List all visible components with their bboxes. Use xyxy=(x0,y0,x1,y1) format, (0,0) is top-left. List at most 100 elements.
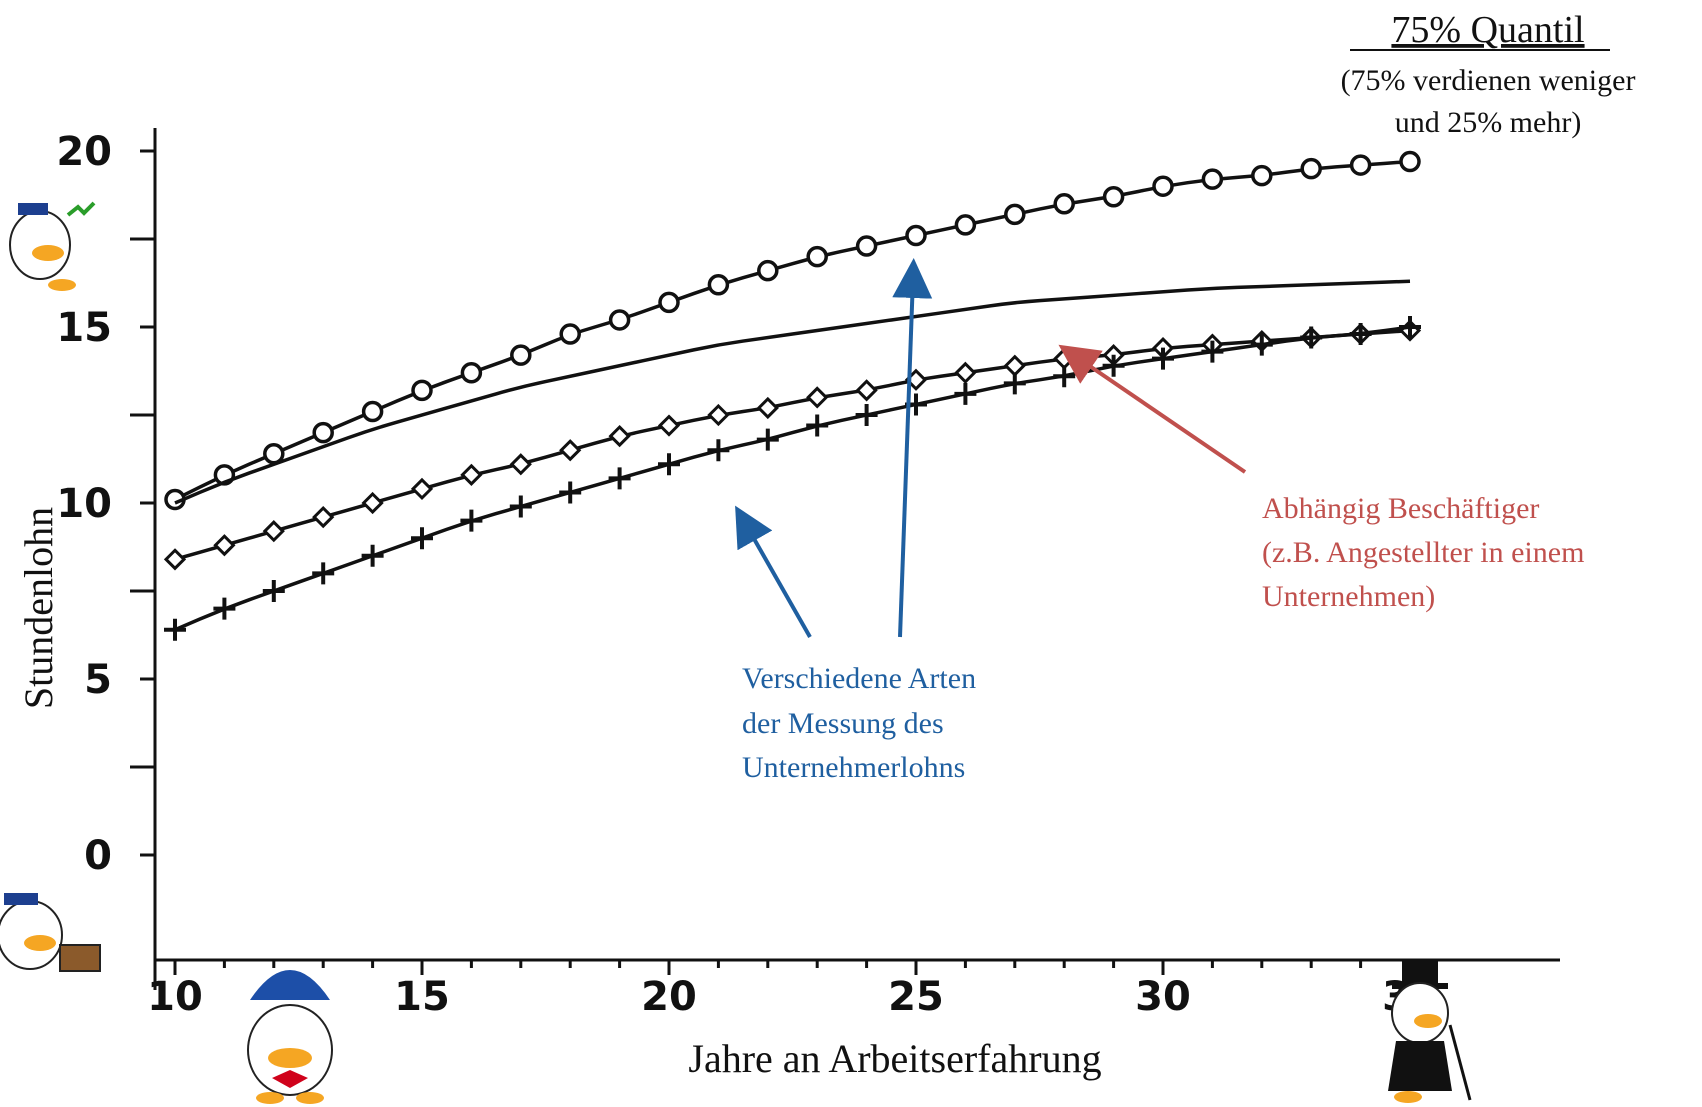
circle-point xyxy=(510,344,532,366)
plus-point xyxy=(361,544,384,567)
plus-point xyxy=(707,439,730,462)
series-diamond xyxy=(163,319,1422,571)
diamond-point xyxy=(312,505,335,529)
diamond-point xyxy=(954,361,977,384)
red-annotation-line-2: (z.B. Angestellter in einem xyxy=(1262,536,1584,569)
plus-point xyxy=(312,562,335,585)
circle-point xyxy=(855,235,878,257)
diamond-point xyxy=(707,403,730,427)
red-annotation-line-1: Abhängig Beschäftiger xyxy=(1262,492,1539,525)
plus-point xyxy=(164,618,186,641)
series-circle xyxy=(164,150,1421,511)
diamond-point xyxy=(1053,347,1076,370)
plus-point xyxy=(1300,326,1323,349)
series-none xyxy=(174,279,1411,505)
diamond-point xyxy=(1003,354,1026,377)
plus-point xyxy=(1003,372,1026,395)
plus-point xyxy=(1053,365,1076,388)
diamond-point xyxy=(509,453,532,476)
y-tick-label: 0 xyxy=(84,833,112,879)
diamond-point xyxy=(806,386,829,409)
circle-point xyxy=(954,214,977,236)
series-line xyxy=(174,159,1411,502)
circle-point xyxy=(1053,193,1075,215)
diamond-point xyxy=(213,534,236,557)
diamond-point xyxy=(756,396,779,420)
diamond-point xyxy=(559,439,582,462)
circle-point xyxy=(411,379,433,402)
diamond-point xyxy=(163,548,187,571)
plus-point xyxy=(855,404,878,426)
plus-point xyxy=(411,527,433,550)
circle-point xyxy=(460,362,483,384)
plus-point xyxy=(806,414,829,437)
blue-arrow-2 xyxy=(892,258,933,638)
donald-duck-worried-icon xyxy=(0,893,101,972)
diamond-point xyxy=(657,414,681,437)
blue-annotation-line-3: Unternehmerlohns xyxy=(742,751,965,784)
y-axis-title: Stundenlohn xyxy=(16,507,61,709)
plus-point xyxy=(1201,340,1224,363)
quantile-subtitle-line-2: und 25% mehr) xyxy=(1395,106,1582,139)
series-line xyxy=(174,279,1411,505)
plus-point xyxy=(460,509,483,532)
circle-point xyxy=(806,245,828,268)
plus-point xyxy=(658,453,680,476)
plus-point xyxy=(262,580,285,602)
circle-point xyxy=(608,309,631,331)
blue-arrow-1 xyxy=(735,505,812,638)
circle-point xyxy=(1300,157,1322,180)
red-annotation: Abhängig Beschäftiger (z.B. Angestellter… xyxy=(1058,344,1584,613)
y-tick-label: 15 xyxy=(56,305,112,351)
plus-point xyxy=(1250,333,1273,356)
circle-point xyxy=(312,421,334,444)
circle-point xyxy=(1004,203,1026,226)
x-tick-label: 20 xyxy=(641,974,697,1020)
blue-annotation-line-2: der Messung des xyxy=(742,707,944,740)
plus-point xyxy=(954,382,977,405)
series-plus xyxy=(164,316,1421,641)
quantile-note: 75% Quantil (75% verdienen weniger und 2… xyxy=(1341,9,1636,139)
y-tick-label: 5 xyxy=(84,657,112,703)
y-tick-label: 10 xyxy=(56,481,112,527)
red-arrow xyxy=(1058,344,1247,474)
plus-point xyxy=(1399,316,1421,338)
x-axis-title: Jahre an Arbeitserfahrung xyxy=(688,1036,1101,1081)
quantile-subtitle-line-1: (75% verdienen weniger xyxy=(1341,64,1636,97)
circle-point xyxy=(1251,164,1273,187)
plus-point xyxy=(608,467,631,490)
plus-point xyxy=(1349,323,1372,346)
baby-donald-icon xyxy=(247,970,333,1104)
diamond-point xyxy=(410,477,434,501)
circle-point xyxy=(361,400,384,423)
donald-duck-angry-icon xyxy=(9,201,96,291)
circle-point xyxy=(1201,168,1224,190)
diamond-point xyxy=(262,520,285,543)
plus-point xyxy=(1152,347,1174,370)
x-tick-label: 15 xyxy=(394,974,450,1020)
series-line xyxy=(174,328,1411,562)
circle-point xyxy=(559,323,581,345)
circle-point xyxy=(1102,186,1125,208)
blue-annotation: Verschiedene Arten der Messung des Unter… xyxy=(735,258,976,784)
diamond-point xyxy=(460,463,483,486)
diamond-point xyxy=(361,491,384,515)
scrooge-donald-icon xyxy=(1388,960,1472,1103)
plus-point xyxy=(756,428,779,451)
circle-point xyxy=(658,291,680,314)
series-layer xyxy=(163,150,1422,641)
series-line xyxy=(174,325,1411,632)
circle-point xyxy=(905,224,927,247)
quantile-title: 75% Quantil xyxy=(1391,9,1584,51)
x-ticks: 101520253035 xyxy=(147,960,1438,1020)
plus-point xyxy=(509,495,532,518)
circle-point xyxy=(263,442,285,465)
circle-point xyxy=(1349,154,1372,176)
x-tick-label: 10 xyxy=(147,974,203,1020)
diamond-point xyxy=(608,424,631,448)
red-annotation-line-3: Unternehmen) xyxy=(1262,580,1435,613)
circle-point xyxy=(1399,150,1421,173)
plus-point xyxy=(1102,354,1125,377)
x-tick-label: 30 xyxy=(1135,974,1191,1020)
